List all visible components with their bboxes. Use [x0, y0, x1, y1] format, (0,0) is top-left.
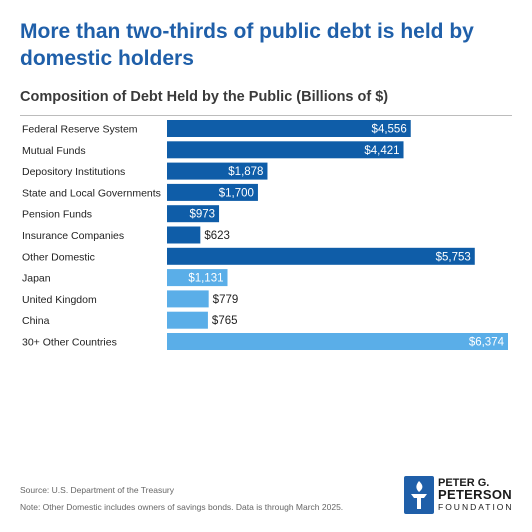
logo-line-1: PETER G.	[438, 477, 490, 489]
logo-line-2: PETERSON	[438, 487, 512, 502]
category-label: Federal Reserve System	[22, 124, 138, 136]
data-label: $779	[213, 294, 239, 306]
category-label: Japan	[22, 273, 51, 285]
data-label: $1,700	[219, 187, 254, 199]
bar-chart: Federal Reserve System $4,556 Mutual Funds…	[22, 120, 508, 350]
peterson-foundation-logo: PETER G. PETERSON FOUNDATION	[404, 476, 516, 516]
chart-title: More than two-thirds of public debt is h…	[20, 20, 474, 70]
logo-line-3: FOUNDATION	[438, 502, 514, 512]
bar	[167, 226, 201, 244]
data-label: $765	[212, 315, 238, 327]
bar	[167, 141, 404, 159]
data-label: $4,556	[372, 124, 407, 136]
category-label: Depository Institutions	[22, 166, 125, 178]
category-label: Pension Funds	[22, 209, 92, 221]
footnote: Note: Other Domestic includes owners of …	[20, 502, 344, 512]
bar	[167, 269, 228, 287]
category-label: 30+ Other Countries	[22, 337, 117, 349]
data-label: $5,753	[436, 251, 471, 263]
data-label: $4,421	[364, 145, 399, 157]
source-note: Source: U.S. Department of the Treasury	[20, 485, 175, 495]
category-label: Mutual Funds	[22, 145, 86, 157]
bar	[167, 290, 209, 308]
category-label: United Kingdom	[22, 294, 97, 306]
data-label: $1,131	[188, 273, 223, 285]
bar	[167, 311, 208, 329]
data-label: $1,878	[228, 166, 263, 178]
bar	[167, 333, 508, 350]
bar	[167, 120, 411, 137]
chart-subtitle: Composition of Debt Held by the Public (…	[20, 89, 389, 105]
category-label: China	[22, 315, 50, 327]
category-label: Other Domestic	[22, 251, 95, 263]
divider	[20, 115, 512, 116]
data-label: $6,374	[469, 337, 505, 349]
category-label: Insurance Companies	[22, 230, 124, 242]
bar	[167, 205, 220, 223]
bar	[167, 247, 475, 265]
data-label: $623	[204, 230, 230, 242]
torch-icon	[404, 476, 434, 514]
category-label: State and Local Governments	[22, 187, 161, 199]
data-label: $973	[189, 209, 215, 221]
bar	[167, 162, 268, 180]
bar	[167, 183, 258, 201]
